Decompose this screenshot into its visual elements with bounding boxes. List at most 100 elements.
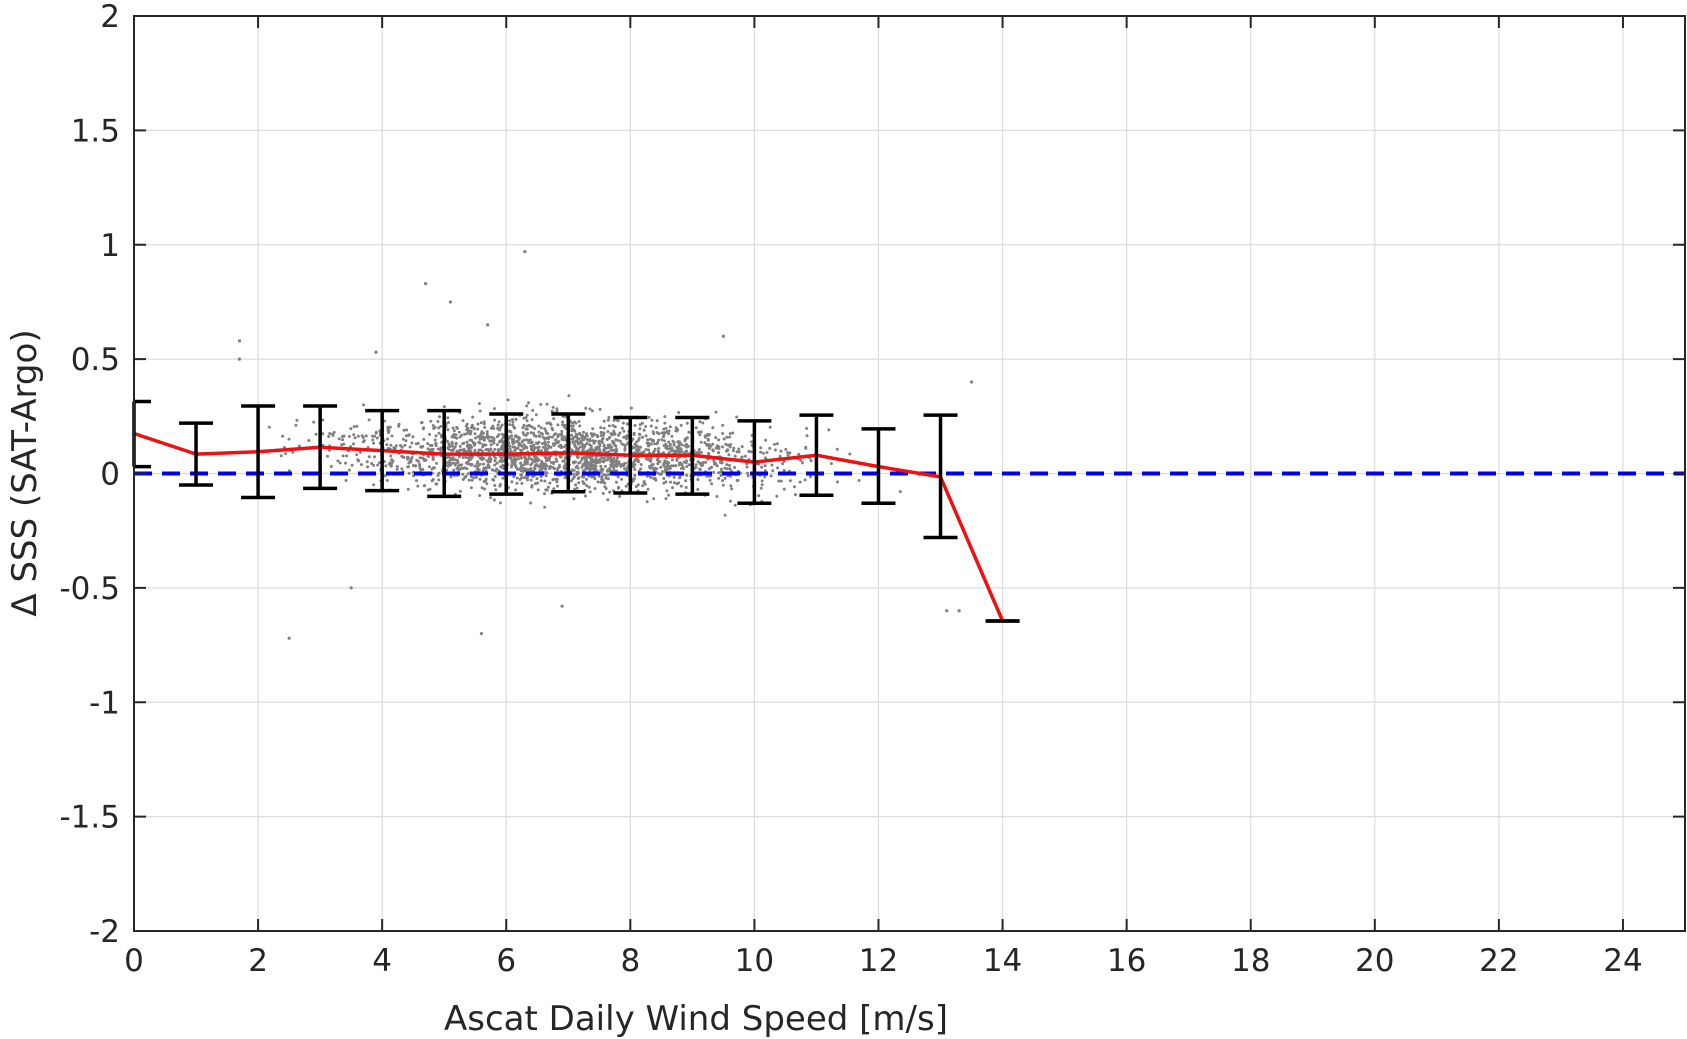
scatter-point [788,479,792,483]
scatter-point [362,439,366,443]
scatter-point [498,484,502,488]
scatter-point [660,438,664,442]
x-tick-label: 20 [1355,943,1394,979]
scatter-point [687,430,691,434]
scatter-point [560,430,564,433]
scatter-point [694,451,698,455]
scatter-point [611,424,615,427]
scatter-point [423,459,426,463]
scatter-point [510,434,513,438]
scatter-point [777,479,781,483]
scatter-point [664,426,668,430]
scatter-point [418,466,422,470]
scatter-point [534,482,538,486]
scatter-point [492,407,496,411]
scatter-point [573,460,577,464]
scatter-point [664,465,668,469]
scatter-point [414,464,418,468]
scatter-point [529,478,533,482]
scatter-point [587,485,591,489]
scatter-point [957,609,961,613]
scatter-point [654,426,658,430]
scatter-point [468,443,472,447]
scatter-point [563,435,567,439]
scatter-point [677,411,681,414]
scatter-point [383,474,387,478]
scatter-point [345,454,349,458]
scatter-point [491,468,495,472]
scatter-point [597,441,601,445]
scatter-point [516,446,520,450]
scatter-point [389,443,393,447]
scatter-point [620,463,624,467]
scatter-point [625,437,628,441]
scatter-point [620,426,624,430]
scatter-point [439,424,443,428]
scatter-point [389,454,393,458]
scatter-point [607,416,611,419]
scatter-point [788,451,792,455]
scatter-point [636,483,640,487]
scatter-point [653,442,657,446]
scatter-point [717,476,721,480]
scatter-point [675,458,679,462]
scatter-point [769,474,773,478]
scatter-point [728,467,732,471]
scatter-point [554,457,558,461]
scatter-point [677,481,681,485]
scatter-point [717,438,721,442]
scatter-point [534,434,538,438]
scatter-point [372,441,376,445]
scatter-point [616,438,620,442]
scatter-point [438,415,441,419]
scatter-point [707,446,711,450]
scatter-point [773,448,777,452]
scatter-point [606,468,610,472]
scatter-point [538,468,542,472]
scatter-point [352,433,356,437]
scatter-point [457,430,461,434]
scatter-point [640,421,644,425]
scatter-point [645,500,649,504]
scatter-point [711,426,715,430]
scatter-point [557,440,561,444]
scatter-point [621,421,625,425]
scatter-point [588,437,592,441]
scatter-point [421,427,425,431]
scatter-point [667,432,670,436]
scatter-point [542,464,545,468]
scatter-point [724,442,728,446]
scatter-point [553,438,557,442]
scatter-point [499,501,502,505]
scatter-point [501,436,505,440]
scatter-point [603,458,607,462]
scatter-point [513,449,517,453]
y-ticks: 2 1.5 1 0.5 0 -0.5 -1 -1.5 -2 [60,0,1685,950]
y-tick-label: -1.5 [60,800,121,836]
scatter-point [571,477,575,481]
scatter-point [808,475,812,479]
scatter-point [388,461,392,465]
scatter-point [558,464,561,467]
scatter-point [596,480,600,484]
scatter-point [510,463,514,466]
scatter-point [517,441,521,445]
scatter-point [314,432,318,436]
scatter-point [593,439,597,443]
scatter-point [473,432,477,436]
scatter-point [525,413,529,417]
scatter-point [531,431,535,435]
scatter-point [555,459,559,463]
scatter-point [562,465,566,469]
scatter-point [633,473,637,477]
scatter-point [633,468,637,471]
scatter-point [655,431,659,434]
scatter-point [416,484,420,488]
scatter-point [588,443,592,447]
scatter-point [479,437,483,441]
scatter-point [737,447,741,451]
scatter-point [669,449,673,453]
scatter-point [452,468,456,472]
scatter-point [667,429,671,433]
scatter-point [602,431,606,435]
